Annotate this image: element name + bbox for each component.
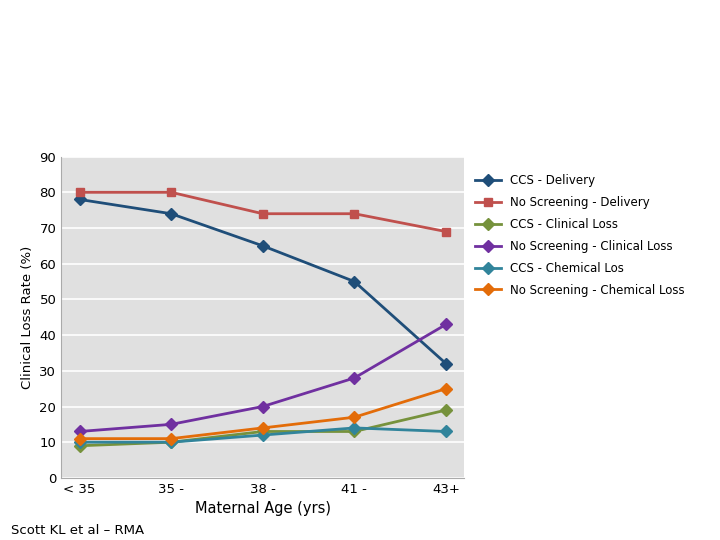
- CCS - Chemical Los: [258, 432, 267, 438]
- No Screening - Chemical Loss: [350, 414, 359, 421]
- Line: No Screening - Clinical Loss: No Screening - Clinical Loss: [76, 320, 450, 436]
- X-axis label: Maternal Age (yrs): Maternal Age (yrs): [195, 501, 330, 516]
- CCS - Chemical Los: [442, 428, 451, 435]
- CCS - Delivery: [167, 211, 176, 217]
- Text: Scott KL et al – RMA: Scott KL et al – RMA: [11, 524, 144, 537]
- No Screening - Delivery: [167, 189, 176, 195]
- Text: Consolidated Pregnancy Outcomes: Consolidated Pregnancy Outcomes: [11, 30, 584, 58]
- CCS - Delivery: [442, 360, 451, 367]
- CCS - Chemical Los: [75, 439, 84, 446]
- No Screening - Chemical Loss: [75, 435, 84, 442]
- CCS - Delivery: [350, 278, 359, 285]
- CCS - Delivery: [75, 196, 84, 202]
- No Screening - Delivery: [350, 211, 359, 217]
- No Screening - Delivery: [442, 228, 451, 235]
- No Screening - Chemical Loss: [258, 424, 267, 431]
- No Screening - Clinical Loss: [167, 421, 176, 428]
- CCS - Chemical Los: [350, 424, 359, 431]
- Line: CCS - Chemical Los: CCS - Chemical Los: [76, 424, 450, 447]
- No Screening - Clinical Loss: [350, 375, 359, 381]
- CCS - Delivery: [258, 242, 267, 249]
- No Screening - Clinical Loss: [75, 428, 84, 435]
- No Screening - Delivery: [75, 189, 84, 195]
- No Screening - Chemical Loss: [167, 435, 176, 442]
- CCS - Clinical Loss: [75, 443, 84, 449]
- Y-axis label: Clinical Loss Rate (%): Clinical Loss Rate (%): [21, 246, 34, 389]
- Line: No Screening - Chemical Loss: No Screening - Chemical Loss: [76, 384, 450, 443]
- CCS - Clinical Loss: [350, 428, 359, 435]
- Legend: CCS - Delivery, No Screening - Delivery, CCS - Clinical Loss, No Screening - Cli: CCS - Delivery, No Screening - Delivery,…: [470, 170, 690, 301]
- Text: N=4,754 pregnancies: N=4,754 pregnancies: [498, 110, 675, 124]
- No Screening - Clinical Loss: [258, 403, 267, 410]
- Line: CCS - Clinical Loss: CCS - Clinical Loss: [76, 406, 450, 450]
- CCS - Clinical Loss: [258, 428, 267, 435]
- CCS - Chemical Los: [167, 439, 176, 446]
- Line: No Screening - Delivery: No Screening - Delivery: [76, 188, 450, 236]
- No Screening - Delivery: [258, 211, 267, 217]
- CCS - Clinical Loss: [167, 439, 176, 446]
- Line: CCS - Delivery: CCS - Delivery: [76, 195, 450, 368]
- No Screening - Chemical Loss: [442, 386, 451, 392]
- Text: Proportion of All Pregnancies: Proportion of All Pregnancies: [11, 81, 271, 99]
- CCS - Clinical Loss: [442, 407, 451, 413]
- No Screening - Clinical Loss: [442, 321, 451, 328]
